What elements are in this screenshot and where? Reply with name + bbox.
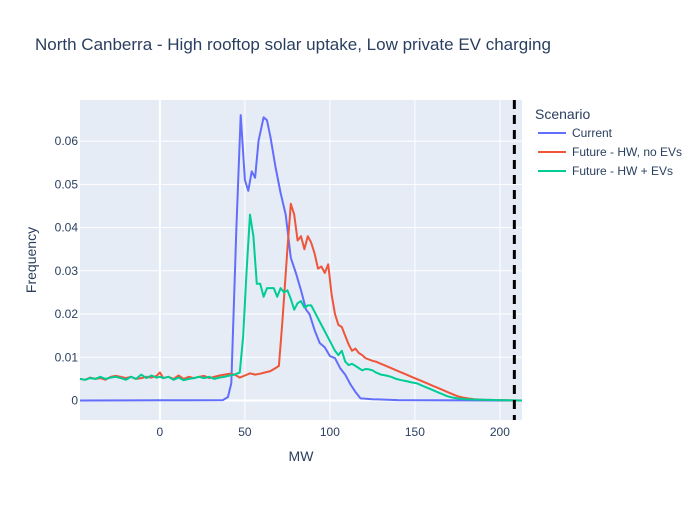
legend-title: Scenario [535,106,590,122]
y-tick-label: 0.06 [55,134,79,148]
y-tick-label: 0.02 [55,307,79,321]
grid-lines [80,100,522,420]
series-line [79,213,523,402]
y-tick-label: 0 [71,394,78,408]
x-tick-label: 200 [490,425,510,439]
legend-label: Future - HW, no EVs [572,145,682,159]
x-tick-label: 100 [320,425,340,439]
x-tick-labels: 0 50 100 150 200 [157,425,511,439]
x-axis-label: MW [289,448,315,464]
x-tick-label: 0 [157,425,164,439]
legend-label: Future - HW + EVs [572,164,673,178]
y-tick-label: 0.05 [55,177,79,191]
x-tick-label: 50 [238,425,252,439]
y-tick-label: 0.04 [55,221,79,235]
series-line [79,202,523,402]
y-tick-labels: 0 0.01 0.02 0.03 0.04 0.05 0.06 [55,134,79,407]
y-tick-label: 0.03 [55,264,79,278]
plot-area [80,100,522,420]
legend-label: Current [572,126,613,140]
y-axis-label: Frequency [23,227,39,293]
series-lines [79,114,523,402]
x-tick-label: 150 [405,425,425,439]
y-tick-label: 0.01 [55,350,79,364]
chart-title: North Canberra - High rooftop solar upta… [35,35,551,54]
legend: Scenario Current Future - HW, no EVs Futur… [535,106,682,178]
